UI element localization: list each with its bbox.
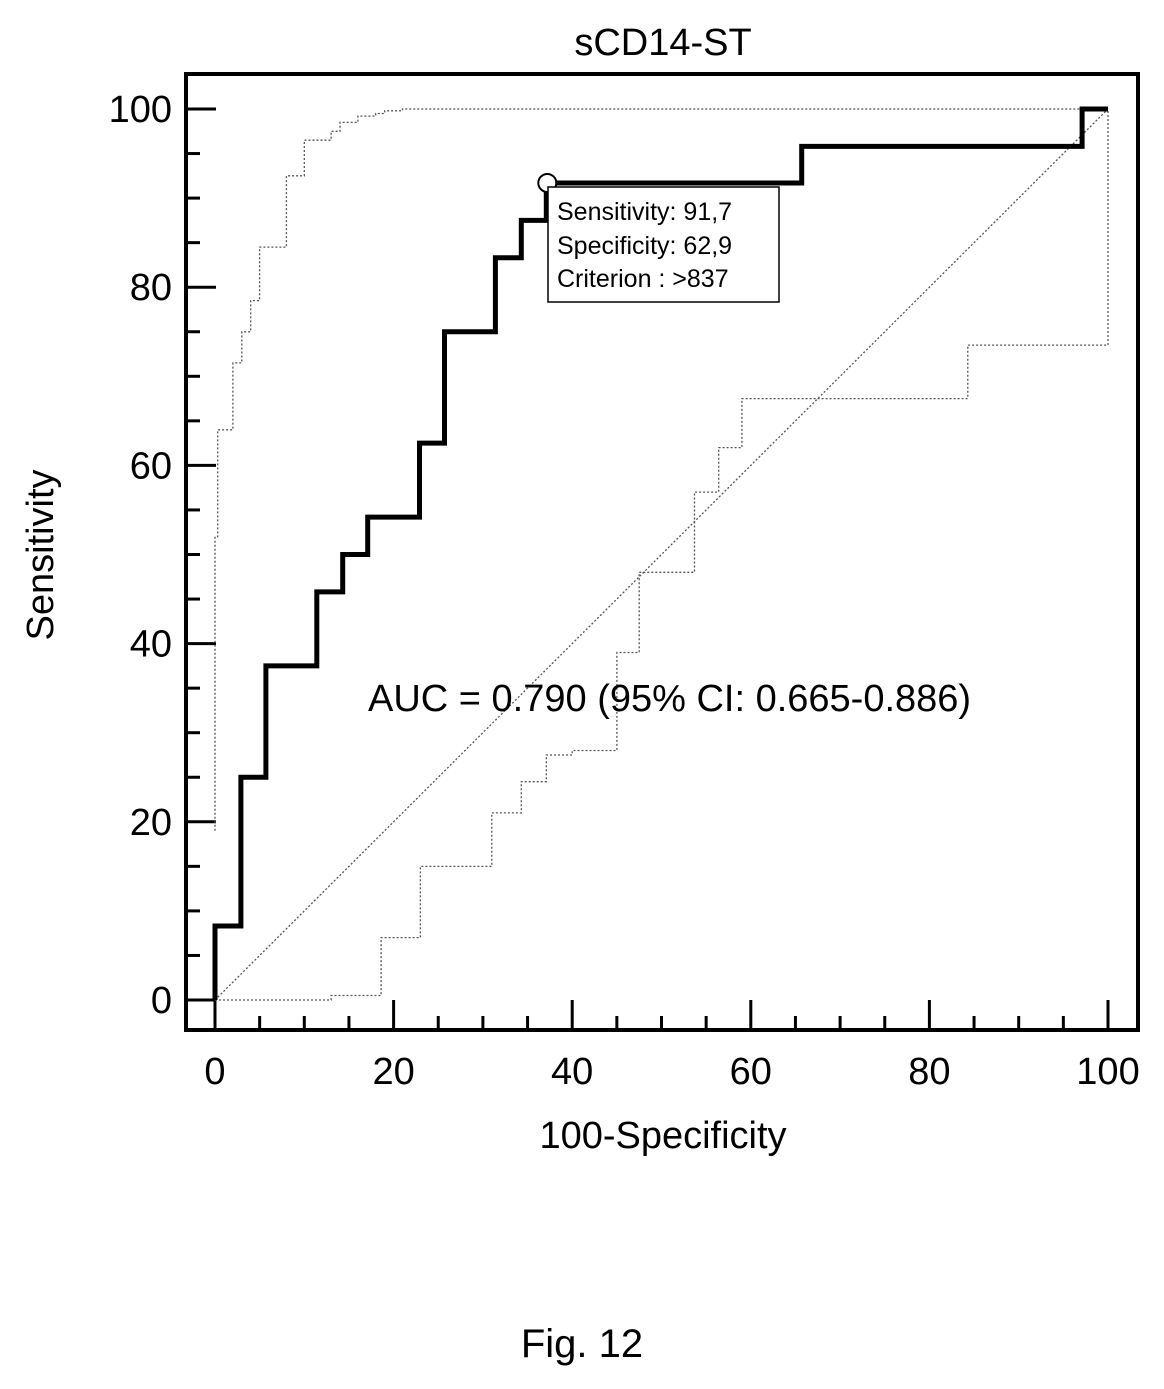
x-tick-label: 60 [730,1051,772,1093]
callout-frame [547,186,780,303]
axis-ticks [186,107,1110,1030]
x-tick-label: 80 [908,1051,950,1093]
x-tick-labels: 0 20 40 60 80 100 [204,1051,1139,1093]
figure-caption: Fig. 12 [520,1322,644,1366]
y-tick-label: 20 [130,802,172,844]
y-tick-label: 40 [130,624,172,666]
y-tick-label: 60 [130,445,172,487]
auc-annotation: AUC = 0.790 (95% CI: 0.665-0.886) [368,678,971,720]
y-tick-labels: 0 20 40 60 80 100 [109,89,172,1022]
x-tick-label: 40 [551,1051,593,1093]
roc-curve-line [212,106,1108,1000]
y-tick-label: 100 [109,89,172,131]
x-tick-label: 100 [1076,1051,1139,1093]
y-tick-label: 80 [130,267,172,309]
x-tick-label: 0 [204,1051,225,1093]
callout-specificity: Specificity: 62,9 [557,232,732,260]
y-axis-label: Sensitivity [20,469,62,640]
y-tick-label: 0 [151,980,172,1022]
series-layer [212,106,1109,1001]
x-axis-label: 100-Specificity [539,1115,786,1157]
callout-criterion: Criterion : >837 [557,265,729,293]
cutoff-callout-box: Sensitivity: 91,7 Specificity: 62,9 Crit… [547,186,780,303]
x-tick-label: 20 [372,1051,414,1093]
chart-title: sCD14-ST [574,22,751,64]
ci-upper-line [214,108,1108,831]
callout-sensitivity: Sensitivity: 91,7 [557,198,732,226]
